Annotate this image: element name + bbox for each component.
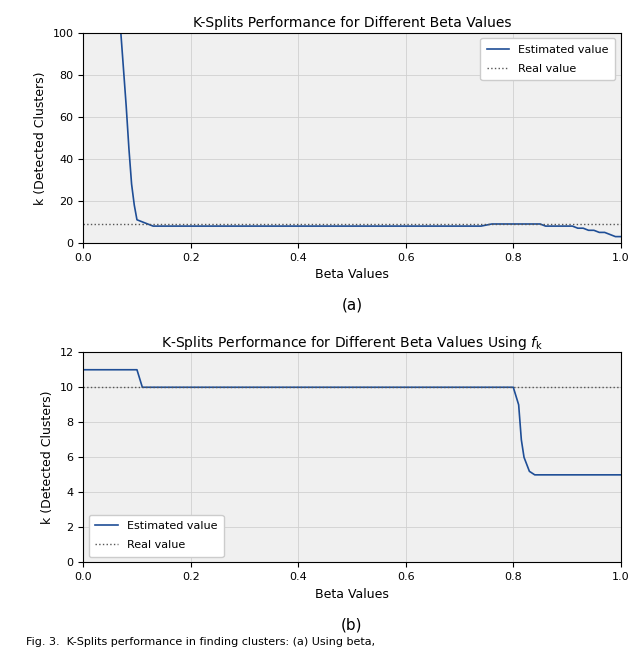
Estimated value [531, 471, 539, 479]
Estimated value [241, 383, 248, 391]
Estimated value [131, 366, 138, 373]
Estimated value [348, 222, 356, 230]
Estimated value [133, 366, 141, 373]
Estimated value [402, 222, 410, 230]
Estimated value [612, 233, 620, 241]
Estimated value [515, 220, 522, 228]
Estimated value [525, 220, 533, 228]
Estimated value [101, 27, 109, 35]
Estimated value [111, 27, 119, 35]
Estimated value [509, 383, 517, 391]
Estimated value [456, 383, 463, 391]
Title: K-Splits Performance for Different Beta Values Using $\mathit{f}_\mathrm{k}$: K-Splits Performance for Different Beta … [161, 334, 543, 352]
Estimated value [122, 366, 130, 373]
Estimated value [456, 222, 463, 230]
Legend: Estimated value, Real value: Estimated value, Real value [89, 515, 224, 557]
Estimated value [585, 226, 593, 234]
X-axis label: Beta Values: Beta Values [315, 268, 389, 281]
Estimated value [84, 366, 92, 373]
Title: K-Splits Performance for Different Beta Values: K-Splits Performance for Different Beta … [193, 16, 511, 30]
Estimated value [106, 27, 114, 35]
Text: (b): (b) [341, 617, 363, 632]
Estimated value [79, 366, 87, 373]
Estimated value [601, 228, 609, 236]
Estimated value [558, 222, 566, 230]
Line: Estimated value: Estimated value [83, 31, 621, 237]
Estimated value [160, 383, 168, 391]
Estimated value [541, 222, 549, 230]
Estimated value [348, 383, 356, 391]
Estimated value [590, 226, 598, 234]
Legend: Estimated value, Real value: Estimated value, Real value [480, 38, 615, 80]
Estimated value [160, 222, 168, 230]
Estimated value [79, 27, 87, 35]
Estimated value [106, 366, 114, 373]
Estimated value [520, 220, 528, 228]
Line: Estimated value: Estimated value [83, 370, 621, 475]
Estimated value [595, 228, 603, 236]
X-axis label: Beta Values: Beta Values [315, 588, 389, 601]
Text: (a): (a) [341, 298, 363, 313]
Estimated value [467, 222, 474, 230]
Estimated value [568, 222, 576, 230]
Estimated value [138, 383, 146, 391]
Estimated value [606, 231, 614, 239]
Estimated value [144, 220, 152, 228]
Estimated value [531, 220, 539, 228]
Estimated value [128, 366, 136, 373]
Estimated value [552, 222, 560, 230]
Estimated value [138, 218, 146, 226]
Estimated value [144, 383, 152, 391]
Y-axis label: k (Detected Clusters): k (Detected Clusters) [41, 390, 54, 524]
Estimated value [579, 224, 587, 232]
Estimated value [131, 201, 138, 209]
Estimated value [590, 471, 598, 479]
Estimated value [518, 436, 525, 443]
Estimated value [187, 383, 195, 391]
Estimated value [563, 471, 571, 479]
Estimated value [536, 220, 544, 228]
Estimated value [525, 468, 533, 475]
Estimated value [294, 383, 302, 391]
Estimated value [117, 29, 125, 37]
Estimated value [606, 471, 614, 479]
Estimated value [563, 222, 571, 230]
Estimated value [128, 180, 136, 188]
Estimated value [520, 453, 528, 461]
Estimated value [149, 222, 157, 230]
Estimated value [574, 224, 582, 232]
Estimated value [499, 220, 506, 228]
Estimated value [125, 145, 132, 152]
Estimated value [617, 233, 625, 241]
Estimated value [509, 220, 517, 228]
Estimated value [187, 222, 195, 230]
Estimated value [515, 401, 522, 409]
Estimated value [402, 383, 410, 391]
Y-axis label: k (Detected Clusters): k (Detected Clusters) [34, 71, 47, 205]
Estimated value [95, 27, 103, 35]
Estimated value [136, 375, 143, 383]
Estimated value [488, 220, 495, 228]
Estimated value [617, 471, 625, 479]
Estimated value [241, 222, 248, 230]
Estimated value [90, 27, 98, 35]
Estimated value [84, 27, 92, 35]
Estimated value [294, 222, 302, 230]
Estimated value [547, 222, 555, 230]
Estimated value [122, 102, 130, 110]
Estimated value [133, 216, 141, 224]
Estimated value [536, 471, 544, 479]
Estimated value [477, 222, 485, 230]
Text: Fig. 3.  K-Splits performance in finding clusters: (a) Using beta,: Fig. 3. K-Splits performance in finding … [26, 638, 375, 647]
